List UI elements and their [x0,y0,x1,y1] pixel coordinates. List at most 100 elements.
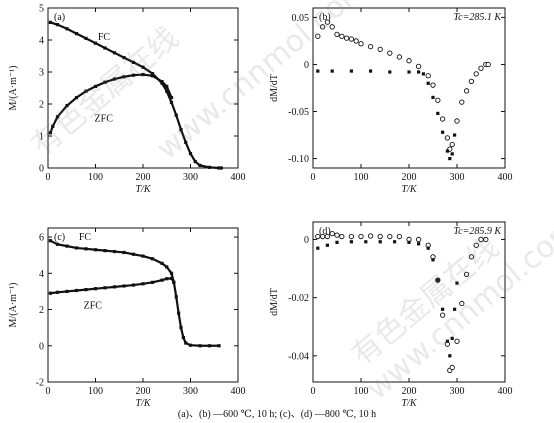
data-point [55,290,60,294]
data-point [84,247,88,251]
data-point [112,285,117,289]
data-point [188,152,193,156]
figure-caption: (a)、(b) —600 ℃, 10 h; (c)、(d) —800 ℃, 10… [177,409,377,420]
data-point [181,336,185,340]
data-point [448,156,452,161]
data-point [364,240,368,244]
data-point [65,244,69,248]
y-tick-label: 2 [39,100,44,111]
data-point [436,111,440,116]
data-point [141,72,145,77]
data-point [339,33,345,39]
data-point [84,288,88,292]
data-point [177,311,181,315]
panel-label: (d) [319,226,331,237]
data-point [435,97,441,103]
data-point [55,242,60,246]
data-point [131,60,136,64]
data-point [48,239,52,243]
data-point [315,233,321,240]
curve-label: ZFC [84,301,103,312]
data-point [165,89,169,93]
data-point [150,280,155,284]
data-point [324,19,331,25]
x-tick-label: 400 [231,172,246,183]
data-point [334,31,340,38]
data-point [425,73,431,79]
data-point [367,43,374,50]
data-point [335,240,339,244]
data-point [198,344,202,348]
y-tick-label: -0.02 [288,293,309,304]
data-point [55,23,60,27]
data-series-2 [48,276,176,295]
data-point [459,300,465,307]
x-axis-label: T/K [135,398,151,409]
data-point [453,307,457,311]
data-point [65,289,69,294]
data-point [207,165,212,169]
x-axis-label: T/K [401,184,417,195]
x-tick-label: 100 [354,172,369,183]
data-point [388,70,392,74]
data-point [387,233,393,240]
data-point [358,233,364,240]
x-tick-label: 100 [88,172,103,183]
data-point [165,277,169,281]
data-point [439,116,446,122]
data-point [122,250,126,255]
data-point [74,32,79,36]
data-point [131,283,136,287]
data-point [150,72,155,76]
data-point [169,271,174,275]
data-point [93,287,98,291]
data-point [319,24,326,30]
data-point [396,54,403,60]
data-point [122,75,126,79]
data-point [454,118,460,124]
x-tick-label: 0 [311,172,316,183]
data-point [150,74,155,78]
x-axis-label: T/K [135,184,151,195]
data-point [348,36,355,42]
data-point [160,278,164,282]
x-tick-label: 300 [183,172,198,183]
data-point [415,63,422,70]
data-point [329,230,335,237]
data-point [330,69,334,73]
data-point [188,343,193,347]
data-point [93,41,98,45]
data-point [455,281,459,285]
data-point [93,84,98,88]
data-point [169,276,174,280]
data-point [436,278,440,282]
chart-panel-1: 0 100 200 300 400 0 1 2 3 4 5 T/K M/(A·m⁻¹) (a) FC ZFC [8,4,246,196]
data-point [393,240,397,244]
x-tick-label: 100 [354,386,369,397]
data-point [421,72,425,76]
data-point [169,100,174,104]
data-point [219,166,223,170]
data-point [377,233,383,240]
data-point [431,95,435,100]
x-tick-label: 400 [498,172,513,183]
data-point [131,73,136,77]
y-tick-label: 0 [304,60,309,71]
data-point [339,233,345,240]
chart-panel-4: 0 100 200 300 400 0 -0.02 -0.04 T/K dM/dT (d) Tc=28… [269,221,513,409]
data-point [353,38,359,44]
series-line [50,21,222,170]
data-point [445,339,449,343]
x-tick-label: 200 [136,172,151,183]
data-point [358,41,364,47]
data-point [431,258,435,262]
data-point [217,344,221,348]
curve-label: FC [79,232,92,243]
y-tick-label: 0 [39,341,44,352]
y-tick-label: -0.10 [288,154,309,165]
y-tick-label: 0 [304,235,309,246]
data-point [417,242,421,246]
data-point [122,284,126,288]
